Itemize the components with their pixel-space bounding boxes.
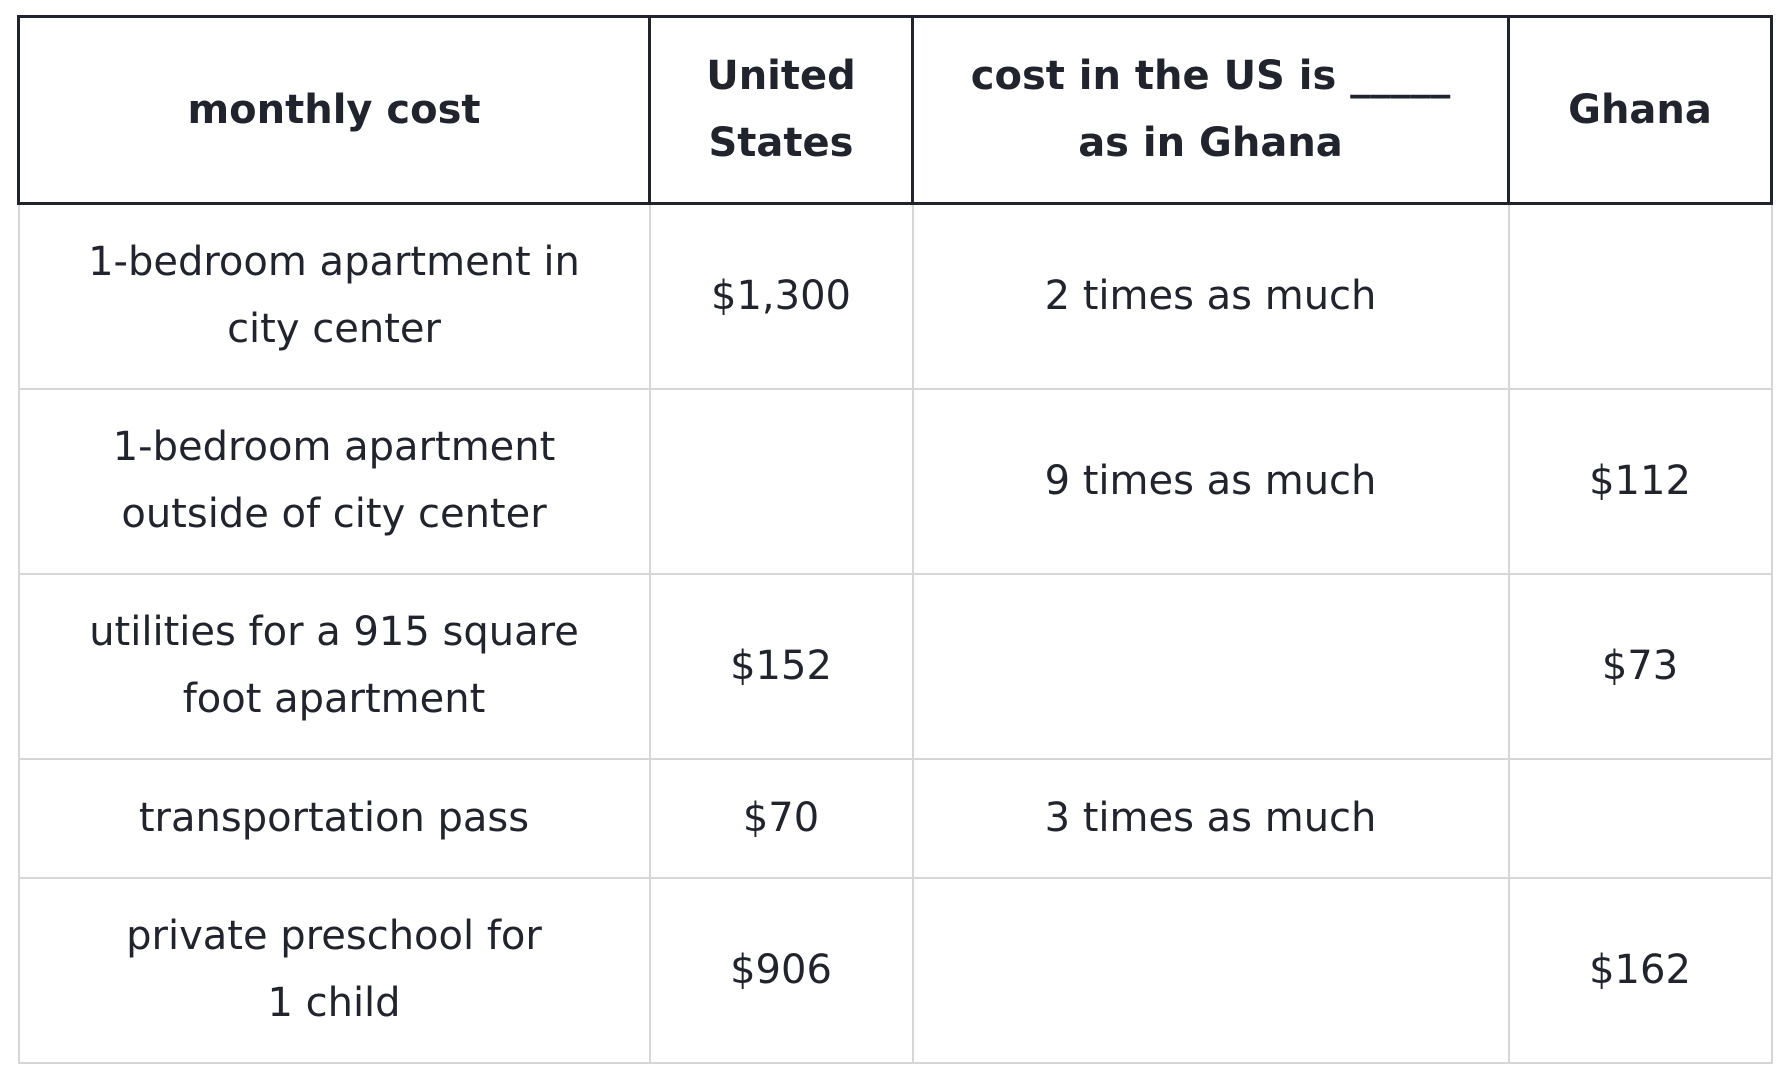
header-ghana: Ghana [1507,15,1773,205]
header-monthly-cost: monthly cost [17,15,651,205]
cell-ratio [911,572,1510,760]
cell-ghana: $112 [1507,387,1773,575]
cost-comparison-table: monthly cost United States cost in the U… [17,15,1773,1064]
cell-us: $152 [648,572,914,760]
cell-item: 1-bedroom apartment in city center [17,202,651,390]
table-row: utilities for a 915 square foot apartmen… [17,572,1773,760]
cell-ratio [911,876,1510,1064]
cell-us: $1,300 [648,202,914,390]
table-row: private preschool for 1 child $906 $162 [17,876,1773,1064]
cell-ratio: 2 times as much [911,202,1510,390]
table-row: transportation pass $70 3 times as much [17,757,1773,879]
cell-item: 1-bedroom apartment outside of city cent… [17,387,651,575]
cell-ratio: 9 times as much [911,387,1510,575]
cell-item: utilities for a 915 square foot apartmen… [17,572,651,760]
cell-ghana [1507,202,1773,390]
header-united-states: United States [648,15,914,205]
header-row: monthly cost United States cost in the U… [17,15,1773,205]
cell-ghana [1507,757,1773,879]
cell-item: transportation pass [17,757,651,879]
cell-us [648,387,914,575]
header-ratio: cost in the US is _____ as in Ghana [911,15,1510,205]
cell-ghana: $162 [1507,876,1773,1064]
cell-item: private preschool for 1 child [17,876,651,1064]
cell-us: $906 [648,876,914,1064]
table-row: 1-bedroom apartment outside of city cent… [17,387,1773,575]
table-row: 1-bedroom apartment in city center $1,30… [17,202,1773,390]
cell-ratio: 3 times as much [911,757,1510,879]
cell-ghana: $73 [1507,572,1773,760]
cell-us: $70 [648,757,914,879]
